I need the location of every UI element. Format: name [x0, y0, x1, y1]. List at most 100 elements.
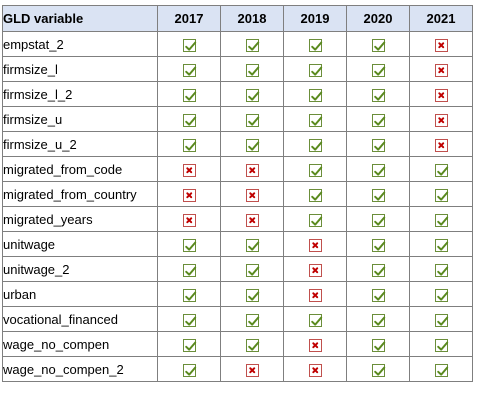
check-icon: [434, 188, 448, 202]
availability-cell: [157, 306, 221, 332]
cross-icon: [245, 163, 259, 177]
table-row: firmsize_l: [2, 56, 473, 82]
cross-icon: [308, 363, 322, 377]
table-row: firmsize_u: [2, 106, 473, 132]
availability-cell: [157, 56, 221, 82]
table-row: vocational_financed: [2, 306, 473, 332]
availability-cell: [409, 331, 473, 357]
variable-name-cell: migrated_years: [2, 206, 158, 232]
check-icon: [308, 88, 322, 102]
availability-cell: [220, 256, 284, 282]
availability-cell: [283, 156, 347, 182]
availability-cell: [157, 281, 221, 307]
availability-cell: [283, 81, 347, 107]
availability-cell: [283, 56, 347, 82]
availability-cell: [409, 281, 473, 307]
header-row: GLD variable 2017 2018 2019 2020 2021: [2, 5, 473, 32]
availability-cell: [346, 281, 410, 307]
check-icon: [182, 38, 196, 52]
availability-cell: [346, 256, 410, 282]
table-row: wage_no_compen: [2, 331, 473, 357]
availability-cell: [157, 231, 221, 257]
availability-cell: [346, 131, 410, 157]
cross-icon: [434, 63, 448, 77]
availability-cell: [157, 181, 221, 207]
check-icon: [371, 38, 385, 52]
check-icon: [245, 313, 259, 327]
availability-cell: [283, 181, 347, 207]
table-row: migrated_years: [2, 206, 473, 232]
variable-name-cell: vocational_financed: [2, 306, 158, 332]
check-icon: [371, 88, 385, 102]
check-icon: [308, 213, 322, 227]
cross-icon: [182, 213, 196, 227]
variable-name-cell: firmsize_u: [2, 106, 158, 132]
check-icon: [182, 338, 196, 352]
availability-cell: [283, 306, 347, 332]
year-column-header: 2017: [157, 5, 221, 32]
check-icon: [434, 263, 448, 277]
variable-name-cell: firmsize_l_2: [2, 81, 158, 107]
availability-cell: [283, 106, 347, 132]
cross-icon: [434, 138, 448, 152]
check-icon: [182, 88, 196, 102]
check-icon: [245, 263, 259, 277]
availability-cell: [346, 156, 410, 182]
availability-cell: [157, 206, 221, 232]
availability-cell: [409, 156, 473, 182]
availability-cell: [409, 231, 473, 257]
cross-icon: [434, 38, 448, 52]
availability-cell: [409, 181, 473, 207]
check-icon: [434, 363, 448, 377]
check-icon: [182, 263, 196, 277]
check-icon: [308, 188, 322, 202]
availability-cell: [283, 31, 347, 57]
variable-name-cell: empstat_2: [2, 31, 158, 57]
check-icon: [371, 113, 385, 127]
check-icon: [434, 163, 448, 177]
check-icon: [182, 138, 196, 152]
table-row: unitwage: [2, 231, 473, 257]
cross-icon: [308, 263, 322, 277]
availability-cell: [409, 106, 473, 132]
availability-cell: [283, 281, 347, 307]
availability-cell: [283, 256, 347, 282]
availability-cell: [220, 56, 284, 82]
check-icon: [371, 313, 385, 327]
check-icon: [182, 363, 196, 377]
check-icon: [434, 238, 448, 252]
variable-name-cell: urban: [2, 281, 158, 307]
check-icon: [434, 313, 448, 327]
availability-cell: [409, 131, 473, 157]
cross-icon: [245, 363, 259, 377]
table-row: migrated_from_country: [2, 181, 473, 207]
availability-cell: [346, 56, 410, 82]
check-icon: [371, 163, 385, 177]
availability-cell: [283, 231, 347, 257]
check-icon: [371, 188, 385, 202]
check-icon: [371, 63, 385, 77]
availability-cell: [220, 206, 284, 232]
variable-name-cell: unitwage: [2, 231, 158, 257]
variable-column-header: GLD variable: [2, 5, 158, 32]
check-icon: [245, 288, 259, 302]
availability-cell: [346, 231, 410, 257]
cross-icon: [308, 288, 322, 302]
check-icon: [182, 63, 196, 77]
availability-cell: [346, 81, 410, 107]
check-icon: [434, 288, 448, 302]
availability-cell: [283, 356, 347, 382]
availability-cell: [157, 31, 221, 57]
availability-cell: [157, 81, 221, 107]
check-icon: [308, 63, 322, 77]
year-column-header: 2020: [346, 5, 410, 32]
check-icon: [245, 88, 259, 102]
availability-cell: [220, 106, 284, 132]
availability-cell: [346, 306, 410, 332]
cross-icon: [182, 163, 196, 177]
cross-icon: [434, 88, 448, 102]
variable-name-cell: migrated_from_country: [2, 181, 158, 207]
check-icon: [245, 63, 259, 77]
availability-cell: [409, 206, 473, 232]
cross-icon: [434, 113, 448, 127]
